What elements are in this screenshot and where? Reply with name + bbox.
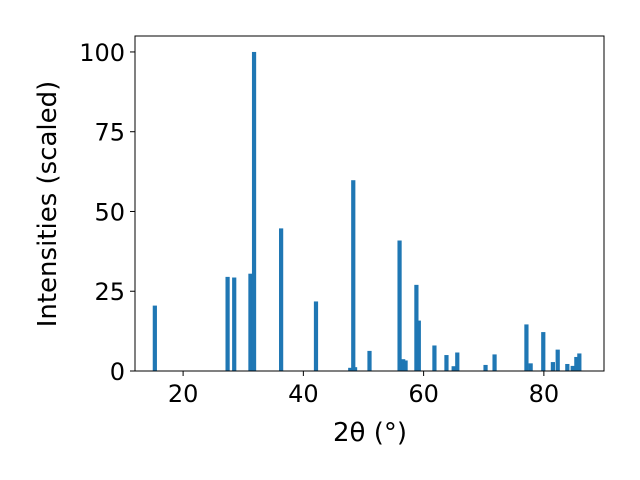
bar <box>455 352 460 371</box>
y-tick-label: 100 <box>79 39 125 67</box>
x-tick-label: 80 <box>529 380 560 408</box>
bar <box>251 51 257 371</box>
y-axis-label: Intensities (scaled) <box>33 81 63 328</box>
bar <box>313 301 319 371</box>
bars-group <box>152 51 582 371</box>
bar <box>483 364 488 371</box>
bar <box>528 363 533 371</box>
bar <box>524 324 529 371</box>
x-tick-label: 20 <box>168 380 199 408</box>
bar <box>401 359 406 371</box>
bar <box>550 362 555 371</box>
bar <box>414 284 419 371</box>
bar <box>348 367 353 371</box>
bar <box>444 355 449 371</box>
y-tick-label: 50 <box>94 198 125 226</box>
bar <box>432 345 437 371</box>
bar <box>225 276 230 371</box>
bar <box>397 240 402 371</box>
bar <box>248 273 253 371</box>
plot-frame <box>134 35 605 372</box>
bar <box>279 228 284 371</box>
bar <box>570 365 575 371</box>
bar <box>555 349 560 371</box>
bar <box>451 366 456 371</box>
bar <box>416 320 421 371</box>
bar <box>352 367 358 371</box>
bar <box>541 332 546 371</box>
bar <box>577 353 582 371</box>
bar <box>403 360 408 371</box>
y-tick-label: 25 <box>94 278 125 306</box>
y-tick-label: 0 <box>110 358 125 386</box>
bar <box>367 350 372 371</box>
bar <box>232 277 237 371</box>
bar <box>351 180 356 371</box>
x-axis: 20 40 60 80 <box>168 371 559 408</box>
bar <box>574 356 579 371</box>
bar <box>565 363 570 371</box>
y-axis: 0 25 50 75 100 <box>79 39 135 386</box>
x-tick-label: 40 <box>288 380 319 408</box>
x-tick-label: 60 <box>408 380 439 408</box>
y-tick-label: 75 <box>94 119 125 147</box>
bar <box>152 305 157 371</box>
x-axis-label: 2θ (°) <box>333 418 407 448</box>
bar <box>492 354 497 371</box>
